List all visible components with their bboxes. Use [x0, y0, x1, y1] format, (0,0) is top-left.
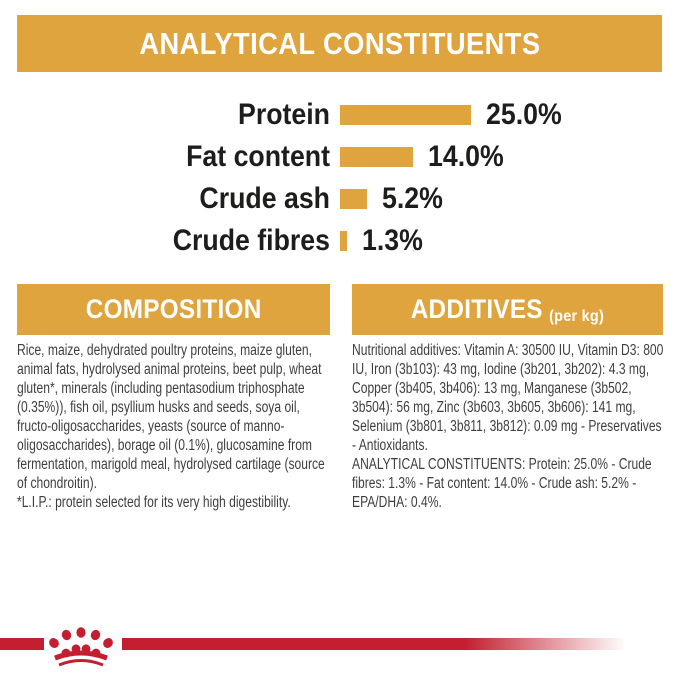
composition-banner: COMPOSITION [17, 284, 330, 335]
additives-analytical-line: ANALYTICAL CONSTITUENTS: Protein: 25.0% … [352, 456, 652, 511]
chart-category-label: Protein [238, 98, 330, 131]
additives-body: Nutritional additives: Vitamin A: 30500 … [352, 342, 664, 454]
chart-category-label: Fat content [186, 140, 330, 173]
chart-category-label: Crude fibres [172, 224, 330, 257]
chart-row: Crude ash 5.2% [0, 178, 680, 220]
composition-body: Rice, maize, dehydrated poultry proteins… [17, 342, 325, 492]
chart-bar [340, 231, 347, 251]
additives-heading-main: ADDITIVES [410, 294, 543, 324]
additives-heading: ADDITIVES (per kg) [411, 294, 604, 325]
chart-value-label: 14.0% [428, 140, 504, 173]
chart-bar [340, 147, 413, 167]
chart-value-label: 1.3% [362, 224, 423, 257]
royal-canin-crown-logo [49, 627, 113, 667]
composition-heading: COMPOSITION [85, 294, 262, 324]
additives-banner: ADDITIVES (per kg) [352, 284, 663, 335]
additives-heading-suffix: (per kg) [549, 308, 605, 325]
analytical-constituents-banner: ANALYTICAL CONSTITUENTS [17, 15, 662, 72]
composition-text-column: Rice, maize, dehydrated poultry proteins… [17, 341, 333, 512]
chart-row: Protein 25.0% [0, 94, 680, 136]
chart-value-label: 5.2% [382, 182, 443, 215]
chart-bar [340, 105, 471, 125]
analytical-constituents-title: ANALYTICAL CONSTITUENTS [138, 25, 541, 61]
footer-stripe-left [0, 638, 44, 650]
additives-text-column: Nutritional additives: Vitamin A: 30500 … [352, 341, 668, 512]
chart-row: Fat content 14.0% [0, 136, 680, 178]
chart-category-label: Crude ash [199, 182, 330, 215]
composition-footnote: *L.I.P.: protein selected for its very h… [17, 494, 291, 511]
bar-chart: Protein 25.0% Fat content 14.0% Crude ash 5.2… [0, 0, 680, 270]
chart-bar [340, 189, 367, 209]
chart-value-label: 25.0% [486, 98, 562, 131]
chart-row: Crude fibres 1.3% [0, 220, 680, 262]
footer-stripe-right [122, 638, 642, 650]
